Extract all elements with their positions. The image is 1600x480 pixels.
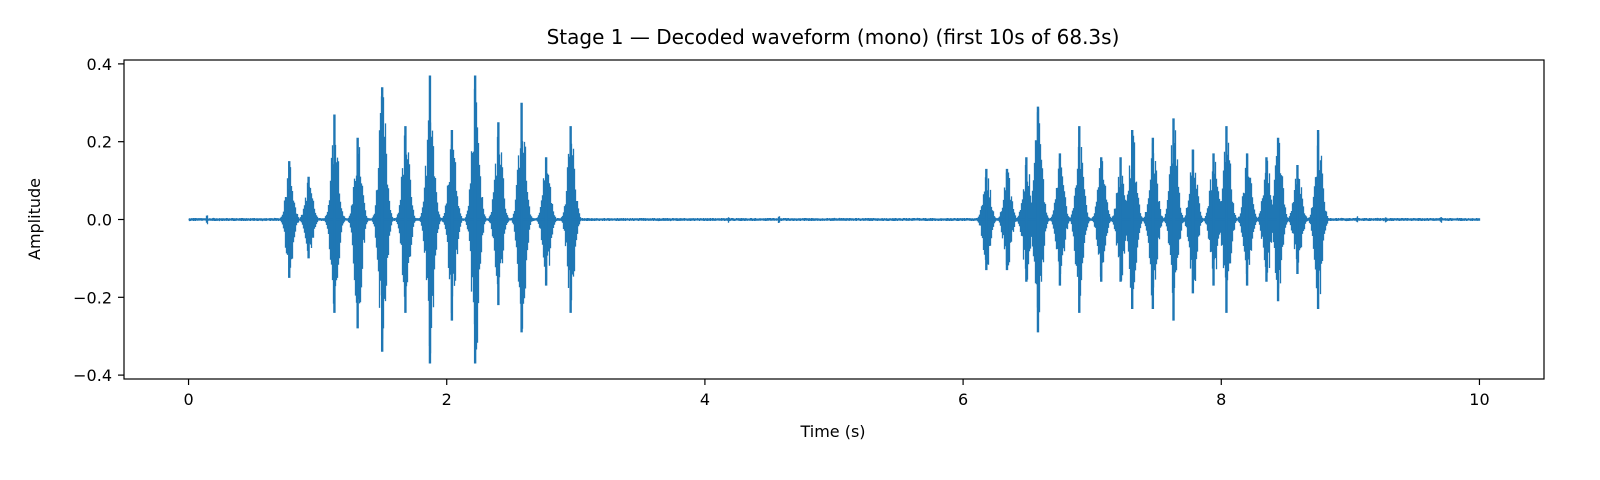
y-tick-label: −0.4 xyxy=(73,366,112,385)
x-axis-ticks: 0 2 4 6 8 10 xyxy=(183,379,1490,409)
x-tick-label: 8 xyxy=(1216,390,1226,409)
x-tick-label: 2 xyxy=(442,390,452,409)
x-tick-label: 6 xyxy=(958,390,968,409)
waveform-series xyxy=(188,75,1481,364)
plot-area xyxy=(123,59,1545,380)
x-tick-label: 10 xyxy=(1469,390,1489,409)
y-tick-label: 0.2 xyxy=(87,133,112,152)
x-tick-label: 4 xyxy=(700,390,710,409)
y-axis-label: Amplitude xyxy=(25,178,44,260)
y-tick-label: 0.4 xyxy=(87,55,112,74)
y-tick-label: −0.2 xyxy=(73,288,112,307)
y-axis-ticks: −0.4 −0.2 0.0 0.2 0.4 xyxy=(73,55,124,385)
x-axis-label: Time (s) xyxy=(799,422,865,441)
x-tick-label: 0 xyxy=(183,390,193,409)
y-tick-label: 0.0 xyxy=(87,211,112,230)
chart-title: Stage 1 — Decoded waveform (mono) (first… xyxy=(547,25,1120,49)
